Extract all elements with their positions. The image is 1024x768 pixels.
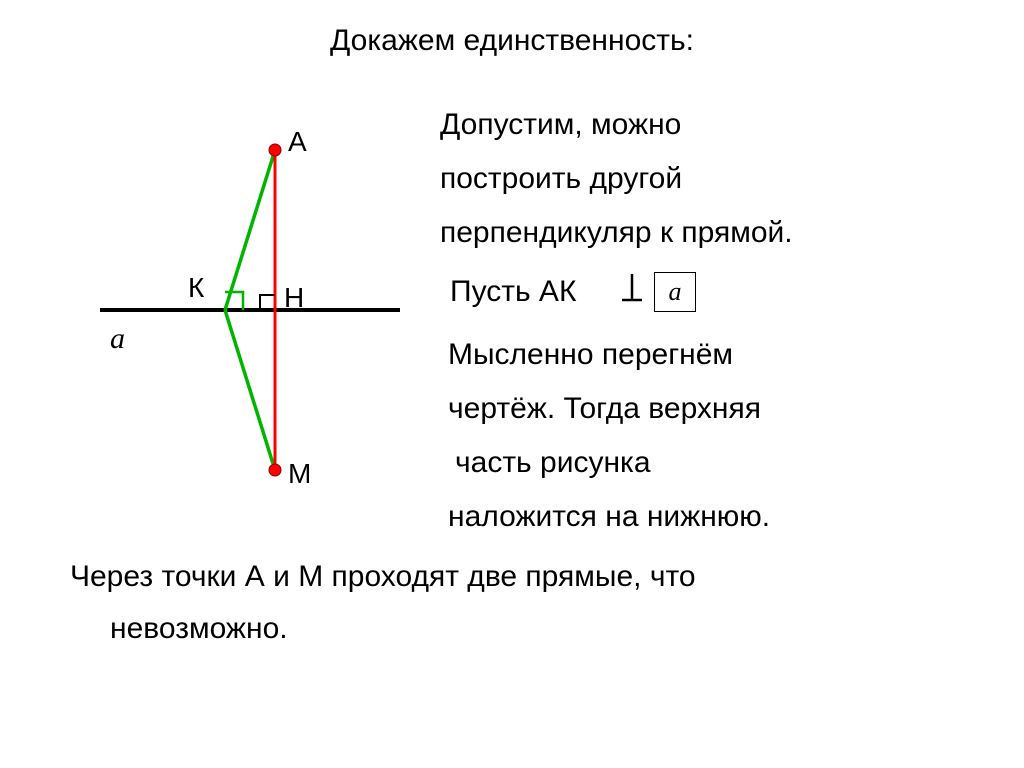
label-K: К [188, 272, 204, 304]
text-line-7: часть рисунка [455, 446, 651, 480]
text-line-6: чертёж. Тогда верхняя [448, 392, 761, 426]
text-line-2: построить другой [440, 162, 682, 196]
page-title: Докажем единственность: [0, 24, 1024, 58]
label-line-a: a [110, 322, 125, 356]
geometry-diagram: А М К Н a [70, 100, 420, 500]
right-angle-H-icon [260, 295, 275, 310]
segment-KM [225, 310, 275, 470]
text-line-9: Через точки А и М проходят две прямые, ч… [70, 560, 696, 594]
text-line-4a: Пусть АК [450, 275, 576, 309]
point-A [269, 144, 281, 156]
label-M: М [288, 458, 311, 490]
text-line-3: перпендикуляр к прямой. [440, 216, 793, 250]
segment-AK [225, 150, 275, 310]
point-M [269, 464, 281, 476]
text-line-5: Мысленно перегнём [448, 338, 733, 372]
label-H: Н [284, 282, 304, 314]
line-name-a-boxed: a [654, 272, 696, 312]
label-A: А [288, 126, 307, 158]
perpendicular-icon [620, 272, 644, 304]
text-line-1: Допустим, можно [440, 108, 681, 142]
text-line-8: наложится на нижнюю. [448, 500, 770, 534]
text-line-10: невозможно. [110, 612, 288, 646]
